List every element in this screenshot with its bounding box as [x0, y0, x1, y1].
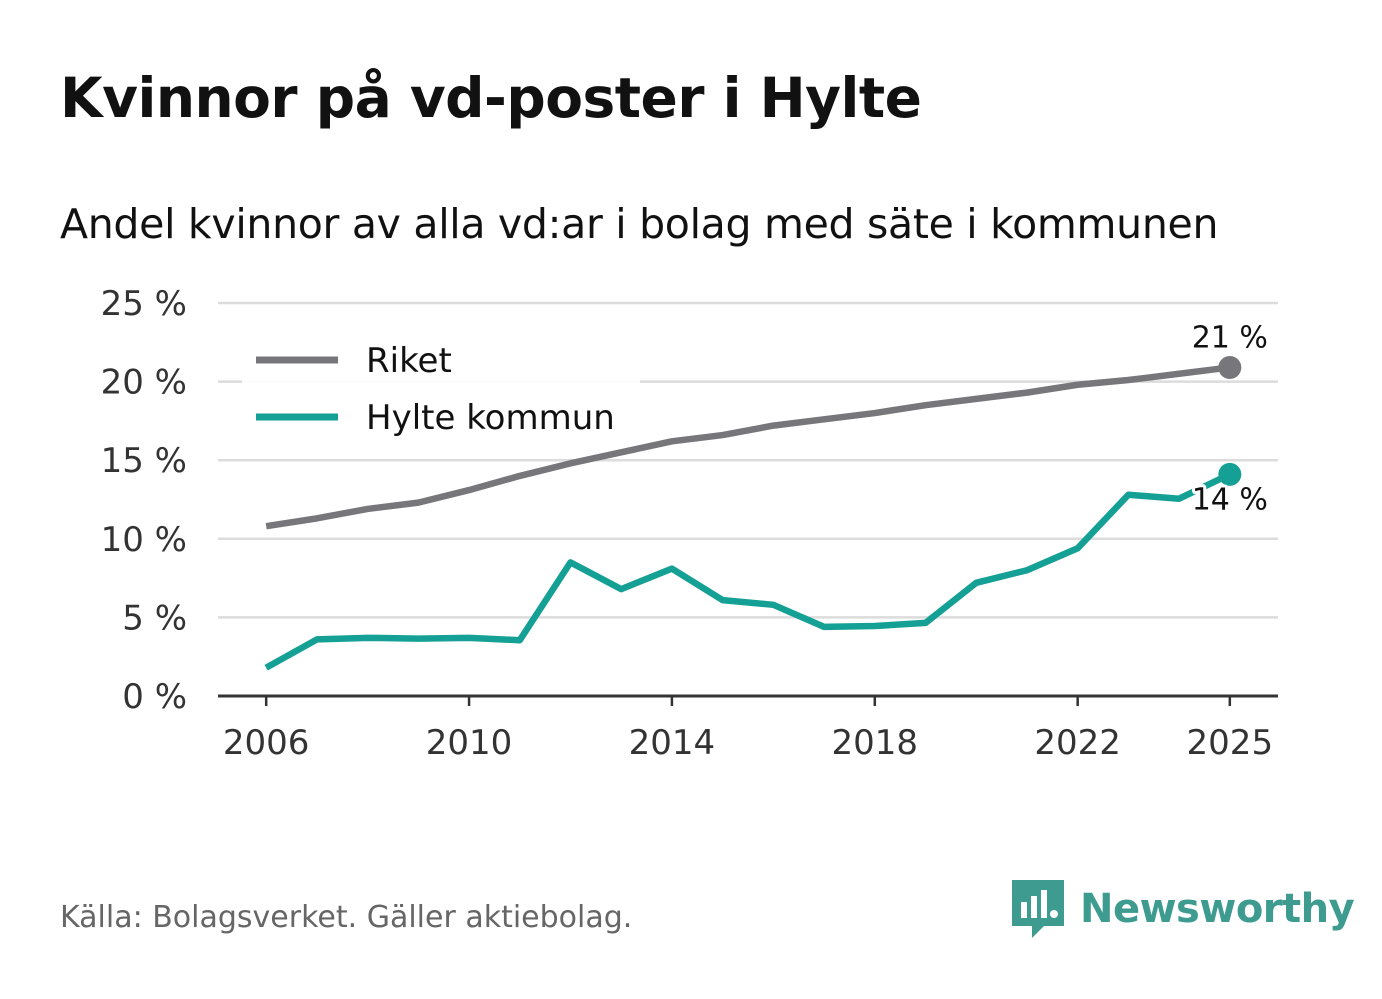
newsworthy-logo-icon: [1012, 880, 1064, 938]
x-axis-ticks: 2006 2010 2014 2018 2022 2025: [223, 696, 1273, 763]
brand-logo: Newsworthy: [1010, 878, 1355, 940]
x-tick-label: 2014: [629, 723, 716, 763]
y-tick-label: 0 %: [122, 677, 187, 717]
x-tick-label: 2018: [832, 723, 919, 763]
y-tick-label: 10 %: [101, 520, 187, 560]
end-label-hylte-kommun: 14 %: [1192, 482, 1268, 517]
y-tick-label: 20 %: [101, 363, 187, 403]
series-line-riket: [265, 364, 1231, 530]
y-tick-label: 25 %: [101, 284, 187, 324]
y-axis-ticks: 0 % 5 % 10 % 15 % 20 % 25 %: [101, 284, 187, 717]
end-point-riket: [1218, 355, 1242, 379]
x-tick-label: 2022: [1034, 723, 1121, 763]
chart-title: Kvinnor på vd-poster i Hylte: [60, 66, 922, 130]
end-point-hylte-kommun: [1218, 462, 1242, 486]
line-chart: 0 %5 %10 %15 %20 %25 % 2006 2010 2014 2018 2…: [101, 284, 1278, 763]
series-line-hylte-kommun: [264, 471, 1232, 671]
x-tick-label: 2025: [1187, 723, 1274, 763]
chart-subtitle: Andel kvinnor av alla vd:ar i bolag med …: [60, 200, 1219, 248]
legend-label-riket: Riket: [366, 341, 452, 381]
x-tick-label: 2006: [223, 723, 310, 763]
source-note: Källa: Bolagsverket. Gäller aktiebolag.: [60, 900, 633, 935]
legend-label-hylte-kommun: Hylte kommun: [366, 398, 615, 438]
end-label-riket: 21 %: [1192, 320, 1268, 355]
y-tick-label: 5 %: [122, 598, 187, 638]
x-tick-label: 2010: [426, 723, 513, 763]
series-lines: [264, 355, 1242, 671]
brand-name: Newsworthy: [1080, 886, 1355, 932]
legend: Riket Hylte kommun: [242, 325, 640, 438]
end-labels: 21 % 14 %: [1189, 317, 1271, 520]
y-tick-label: 15 %: [101, 441, 187, 481]
